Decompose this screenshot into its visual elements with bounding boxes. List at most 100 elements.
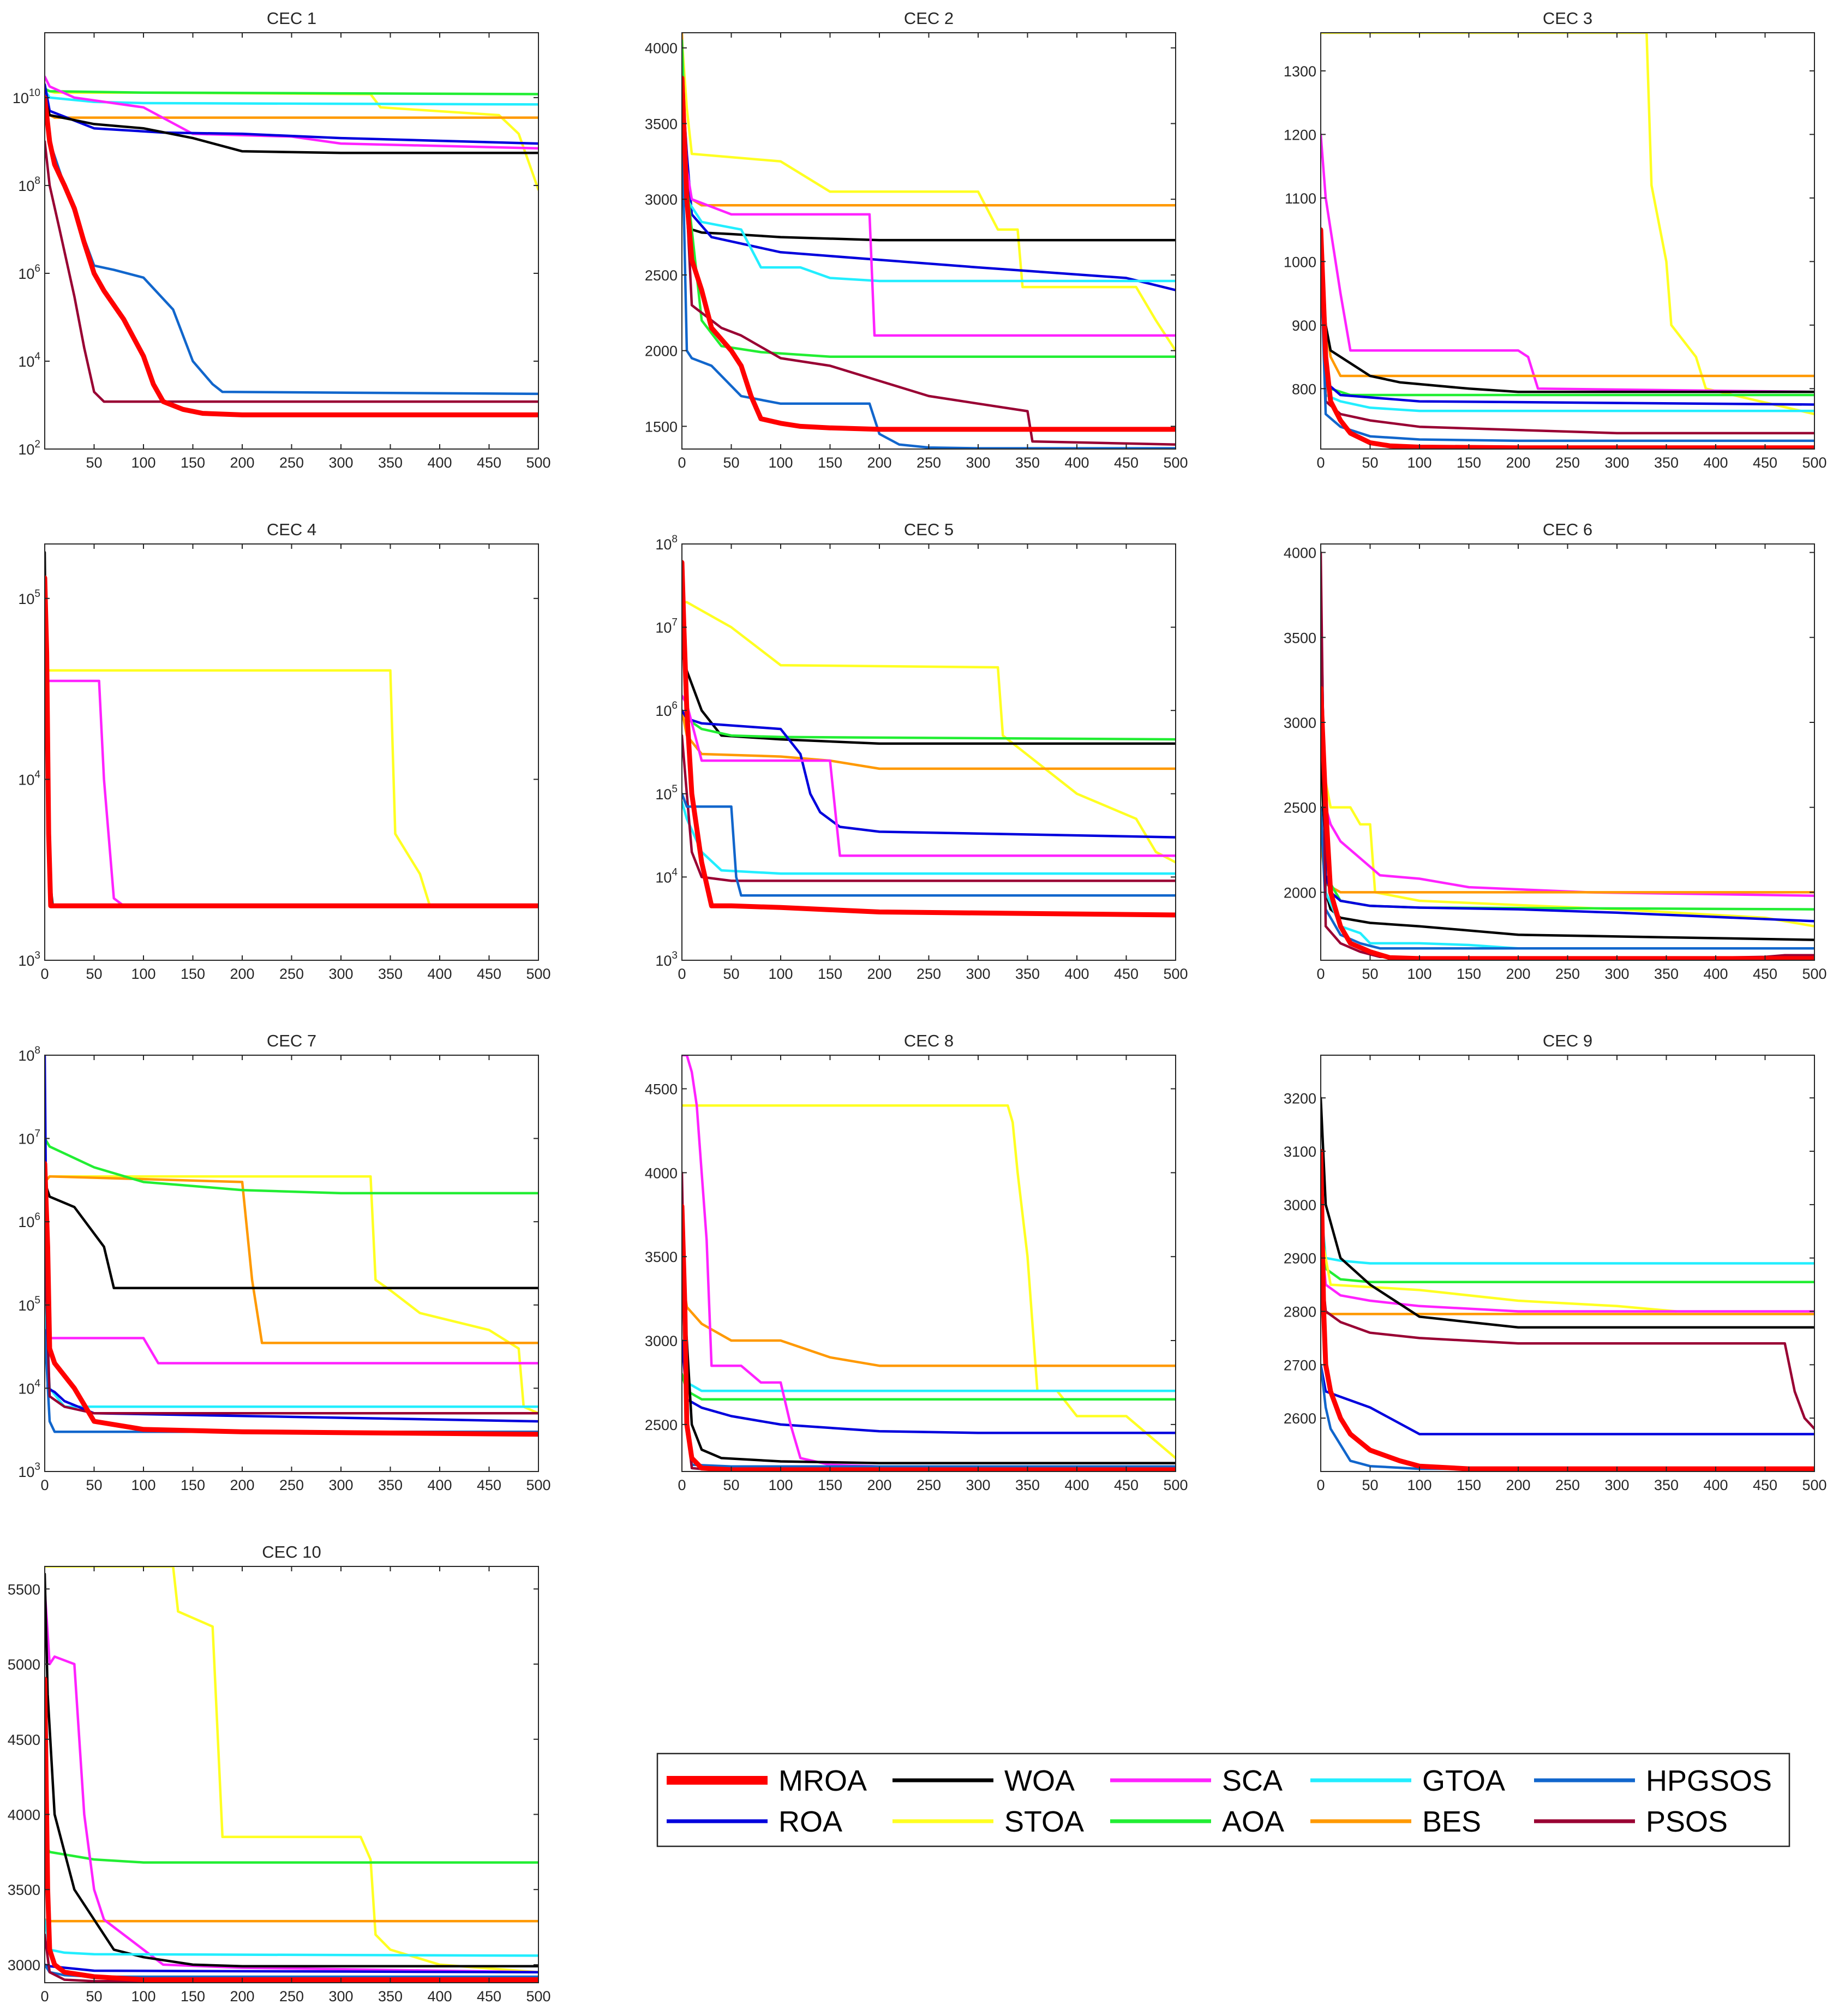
series-line-bes — [682, 1272, 1176, 1367]
x-tick-label: 300 — [328, 1988, 353, 2005]
x-tick-label: 250 — [1555, 1477, 1580, 1493]
x-tick-label: 350 — [378, 454, 403, 471]
series-line-stoa — [45, 1175, 538, 1415]
y-tick-label: 2000 — [1284, 884, 1316, 901]
y-tick-label: 103 — [655, 950, 678, 969]
legend-item-psos: PSOS — [1534, 1805, 1728, 1838]
x-tick-label: 100 — [131, 966, 155, 982]
legend-label: ROA — [778, 1805, 842, 1838]
x-tick-label: 0 — [40, 1988, 49, 2005]
chart-cec-7: CEC 7 0 50 100 150 200 250 300 350 400 450 500 103 10… — [18, 1031, 550, 1493]
y-tick-label: 2500 — [1284, 800, 1316, 816]
legend-item-roa: ROA — [667, 1805, 842, 1838]
x-tick-label: 350 — [1654, 966, 1679, 982]
y-tick-label: 3000 — [8, 1957, 40, 1973]
plot-area — [682, 544, 1176, 960]
series-line-mroa — [1321, 1148, 1814, 1471]
x-tick-label: 150 — [1457, 966, 1481, 982]
x-tick-label: 400 — [1703, 1477, 1728, 1493]
y-tick-label: 4000 — [8, 1806, 40, 1823]
series-line-woa — [45, 96, 538, 154]
y-tick-label: 1010 — [13, 87, 40, 106]
x-tick-label: 0 — [678, 1477, 686, 1493]
series-line-hpgsos — [682, 792, 1176, 897]
x-tick-label: 500 — [526, 966, 550, 982]
chart-cec-9: CEC 9 0 50 100 150 200 250 300 350 400 450 500 2600 2… — [1284, 1031, 1827, 1493]
chart-title: CEC 4 — [267, 520, 316, 539]
chart-cec-4: CEC 4 0 50 100 150 200 250 300 350 400 450 500 103 10… — [18, 520, 550, 982]
x-tick-label: 150 — [181, 966, 205, 982]
x-tick-label: 100 — [768, 454, 793, 471]
x-tick-label: 0 — [678, 966, 686, 982]
series-line-sca — [45, 75, 538, 150]
legend-label: HPGSOS — [1646, 1764, 1772, 1797]
x-tick-label: 400 — [1064, 454, 1089, 471]
series-line-mroa — [682, 75, 1176, 432]
y-tick-label: 1000 — [1284, 254, 1316, 270]
x-tick-label: 200 — [230, 454, 254, 471]
x-tick-label: 350 — [1015, 454, 1040, 471]
series-group — [45, 1566, 538, 1983]
y-tick-label: 5000 — [8, 1656, 40, 1673]
x-tick-label: 150 — [181, 1988, 205, 2005]
x-tick-label: 50 — [86, 966, 102, 982]
series-line-mroa — [45, 1677, 538, 1982]
chart-title: CEC 7 — [267, 1031, 316, 1050]
x-tick-label: 300 — [328, 966, 353, 982]
x-tick-label: 200 — [1506, 966, 1530, 982]
x-tick-label: 250 — [279, 1988, 304, 2005]
x-tick-label: 250 — [279, 1477, 304, 1493]
x-tick-label: 200 — [230, 966, 254, 982]
y-tick-label: 106 — [655, 700, 678, 719]
series-line-psos — [682, 107, 1176, 446]
x-tick-label: 150 — [818, 966, 842, 982]
x-tick-label: 400 — [427, 1988, 452, 2005]
y-tick-label: 2500 — [645, 267, 678, 284]
x-tick-label: 50 — [86, 454, 102, 471]
y-tick-label: 103 — [18, 1461, 40, 1480]
x-tick-label: 250 — [916, 966, 941, 982]
legend-item-bes: BES — [1310, 1805, 1481, 1838]
x-tick-label: 500 — [1163, 1477, 1188, 1493]
chart-title: CEC 6 — [1543, 520, 1592, 539]
series-group — [682, 33, 1176, 449]
x-tick-label: 200 — [867, 966, 891, 982]
series-line-roa — [1321, 585, 1814, 923]
x-tick-label: 450 — [1114, 1477, 1139, 1493]
series-line-bes — [45, 1175, 538, 1344]
x-tick-label: 50 — [1362, 1477, 1378, 1493]
series-line-sca — [1321, 133, 1814, 393]
series-line-stoa — [682, 1104, 1176, 1459]
series-line-hpgsos — [1321, 260, 1814, 442]
x-tick-label: 200 — [867, 1477, 891, 1493]
y-tick-label: 3500 — [8, 1882, 40, 1898]
series-line-mroa — [45, 95, 538, 417]
x-tick-label: 300 — [328, 454, 353, 471]
series-line-sca — [45, 1588, 538, 1973]
x-tick-label: 0 — [1316, 454, 1325, 471]
series-line-mroa — [45, 575, 538, 908]
y-tick-label: 2900 — [1284, 1251, 1316, 1267]
series-line-mroa — [45, 1161, 538, 1437]
x-tick-label: 0 — [1316, 966, 1325, 982]
series-line-stoa — [682, 601, 1176, 864]
x-tick-label: 300 — [966, 966, 990, 982]
y-tick-label: 104 — [18, 1378, 40, 1397]
x-tick-label: 350 — [1654, 1477, 1679, 1493]
x-tick-label: 200 — [1506, 1477, 1530, 1493]
x-tick-label: 500 — [526, 454, 550, 471]
x-tick-label: 200 — [230, 1988, 254, 2005]
series-line-sca — [1321, 1230, 1814, 1313]
x-tick-label: 400 — [1064, 1477, 1089, 1493]
plot-area — [1321, 544, 1814, 960]
x-tick-label: 400 — [1703, 454, 1728, 471]
legend-item-woa: WOA — [892, 1764, 1075, 1797]
x-tick-label: 0 — [40, 966, 49, 982]
x-tick-label: 450 — [477, 454, 501, 471]
legend-item-hpgsos: HPGSOS — [1534, 1764, 1772, 1797]
y-tick-label: 1300 — [1284, 63, 1316, 80]
legend-box — [656, 1752, 1790, 1847]
y-tick-label: 108 — [18, 175, 40, 194]
series-line-roa — [1321, 1363, 1814, 1435]
series-line-woa — [1321, 1097, 1814, 1329]
